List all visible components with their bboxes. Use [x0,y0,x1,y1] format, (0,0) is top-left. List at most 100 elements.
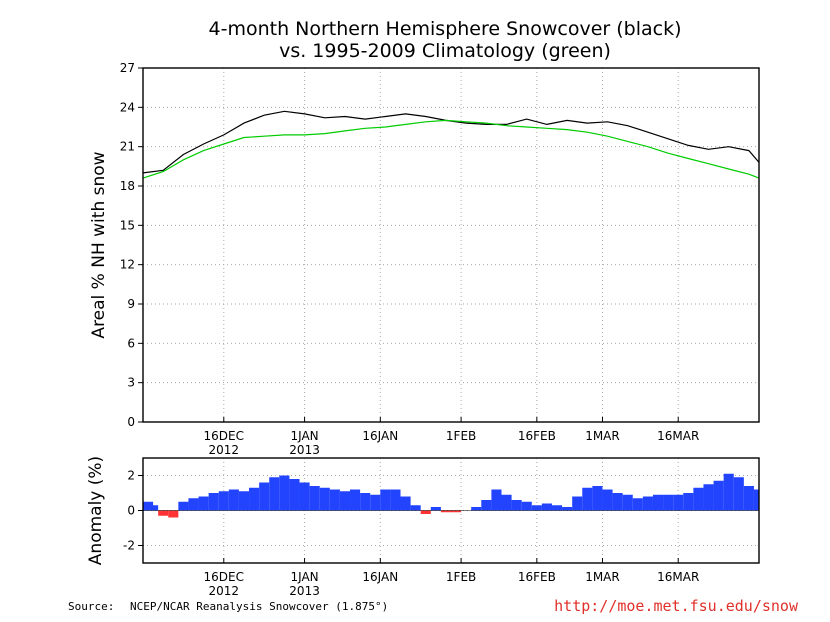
anomaly-bar [420,510,431,514]
top-ytick-label: 27 [120,61,135,75]
anomaly-bar [158,510,169,516]
anomaly-bar [562,507,573,511]
anomaly-bar [390,489,401,511]
top-xtick-label: 1MAR [585,429,620,443]
anomaly-bar [602,489,613,511]
top-ytick-label: 24 [120,100,135,114]
anomaly-bar [319,487,330,511]
anomaly-bar [430,507,441,511]
anomaly-bar [451,510,462,513]
anomaly-bar [622,494,633,511]
anomaly-bar [309,486,320,511]
anomaly-bar [753,489,759,511]
anomaly-bar [168,510,179,518]
anomaly-bar [198,496,209,511]
anomaly-bar [572,496,583,511]
chart-title: 4-month Northern Hemisphere Snowcover (b… [208,18,682,40]
anomaly-bar [673,494,684,511]
anomaly-bar [440,510,451,513]
anomaly-bar [148,505,159,511]
top-ytick-label: 6 [127,336,135,350]
top-xtick-sublabel: 2013 [289,443,320,457]
anomaly-bar [481,500,492,511]
anom-xtick-label: 16MAR [657,570,699,584]
anomaly-bar [703,484,714,511]
anomaly-bar [582,487,593,511]
anomaly-bar [400,496,411,511]
anomaly-bar [269,477,280,511]
top-ylabel: Areal % NH with snow [89,151,109,338]
anomaly-bar [733,477,744,511]
top-ytick-label: 15 [120,218,135,232]
anom-xtick-label: 1MAR [585,570,620,584]
source-label: Source: [68,600,115,613]
top-ytick-label: 12 [120,258,135,272]
anom-ytick-label: -2 [123,539,135,553]
chart-subtitle: vs. 1995-2009 Climatology (green) [279,40,611,62]
top-ytick-label: 3 [127,376,135,390]
anomaly-bar [501,494,512,511]
anom-xtick-sublabel: 2012 [209,584,240,598]
anomaly-bar [663,494,674,511]
anomaly-bar [632,498,643,511]
source-text: NCEP/NCAR Reanalysis Snowcover (1.875°) [130,600,389,613]
top-xtick-label: 16JAN [362,429,398,443]
anomaly-bar [531,505,542,511]
anom-xtick-sublabel: 2013 [289,584,320,598]
anomaly-bar [208,493,219,511]
top-ytick-label: 18 [120,179,135,193]
anom-xtick-label: 16DEC [204,570,244,584]
anomaly-bar [380,489,391,511]
anom-xtick-label: 1JAN [290,570,318,584]
anomaly-bar [652,494,664,511]
anomaly-bar [238,491,250,511]
anomaly-bar [743,486,754,511]
anomaly-bar [218,491,229,511]
site-url-link[interactable]: http://moe.met.fsu.edu/snow [554,597,798,615]
anomaly-bar [228,489,239,511]
top-ytick-label: 21 [120,140,135,154]
anomaly-bar [511,500,522,511]
anom-xtick-label: 16FEB [518,570,556,584]
top-xtick-sublabel: 2012 [209,443,240,457]
anomaly-bar [249,487,260,511]
anomaly-bar [289,479,300,511]
top-xtick-label: 16MAR [657,429,699,443]
anomaly-bar [642,496,653,511]
anom-frame [142,457,760,564]
anomaly-bar [541,503,552,511]
anomaly-bar [491,489,502,511]
anomaly-bar [279,475,290,511]
top-frame [142,67,760,423]
anomaly-bar [410,505,421,511]
anomaly-bar [612,493,623,511]
anomaly-bar [339,491,351,511]
anomaly-bar [329,489,340,511]
top-xtick-label: 16FEB [518,429,556,443]
anomaly-bar [370,494,381,511]
anomaly-bar [683,493,694,511]
anomaly-bar [350,489,361,511]
top-xtick-label: 1JAN [290,429,318,443]
anomaly-bar [178,501,189,511]
top-xtick-label: 1FEB [446,429,476,443]
anomaly-bar [551,505,563,511]
anom-ytick-label: 0 [127,504,135,518]
top-ytick-label: 0 [127,415,135,429]
climatology-line [142,119,760,179]
anomaly-bar [188,498,199,511]
anomaly-bar [713,480,724,511]
anomaly-bar [259,482,270,511]
anomaly-bar [360,493,371,511]
anomaly-bar [471,507,482,511]
anom-ytick-label: 2 [127,469,135,483]
anomaly-bar [521,501,532,511]
anom-xtick-label: 16JAN [362,570,398,584]
snowcover-line [142,110,760,174]
anom-xtick-label: 1FEB [446,570,476,584]
anomaly-bar [693,487,704,511]
anomaly-bar [299,482,310,511]
